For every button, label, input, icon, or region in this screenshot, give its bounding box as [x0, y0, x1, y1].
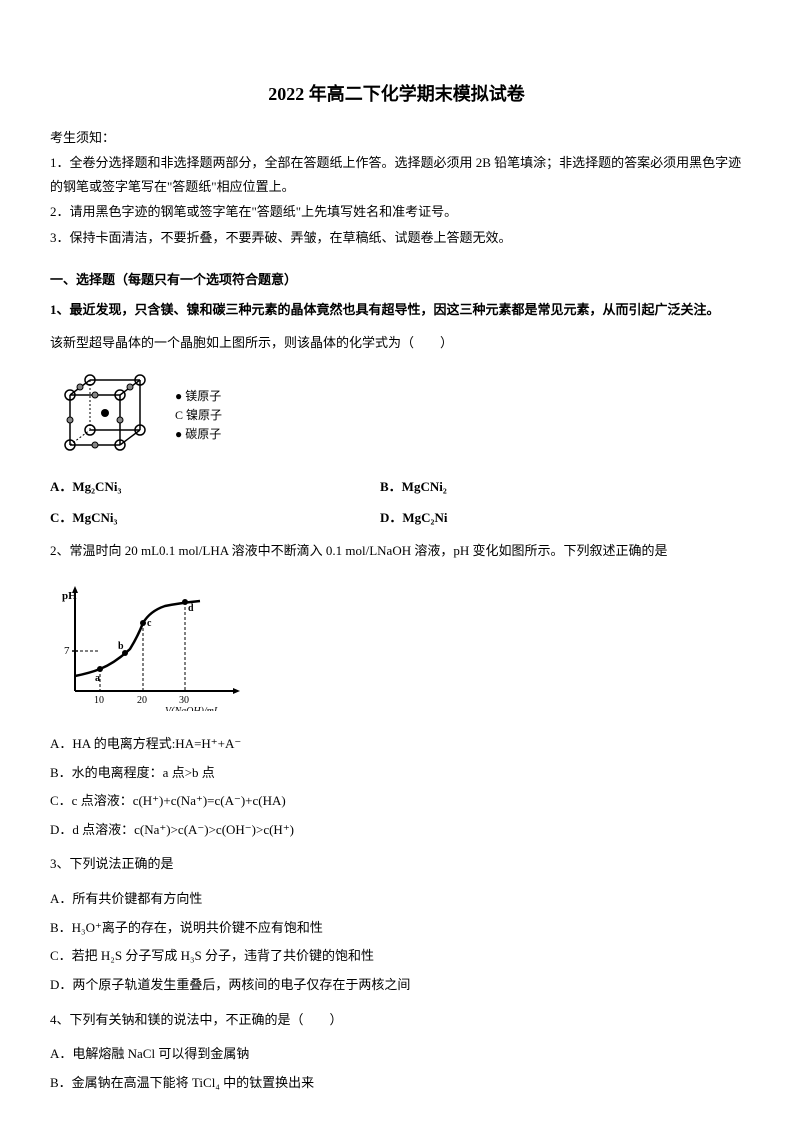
q4-optB: B．金属钠在高温下能将 TiCl₄ 中的钛置换出来	[50, 1069, 743, 1098]
q1-legend: ● 镁原子 C 镍原子 ● 碳原子	[175, 387, 222, 445]
q2-optB: B．水的电离程度：a 点>b 点	[50, 759, 743, 788]
q2-optC: C．c 点溶液：c(H⁺)+c(Na⁺)=c(A⁻)+c(HA)	[50, 787, 743, 816]
q1-optC: C．MgCNi₃	[50, 506, 380, 531]
q3-optC: C．若把 H₂S 分子写成 H₃S 分子，违背了共价键的饱和性	[50, 942, 743, 971]
q1-diagram-row: ● 镁原子 C 镍原子 ● 碳原子	[50, 365, 743, 465]
legend-c: ● 碳原子	[175, 425, 222, 444]
q2-text: 2、常温时向 20 mL0.1 mol/LHA 溶液中不断滴入 0.1 mol/…	[50, 539, 743, 564]
instructions-header: 考生须知：	[50, 126, 743, 149]
instruction-line-1: 1．全卷分选择题和非选择题两部分，全部在答题纸上作答。选择题必须用 2B 铅笔填…	[50, 151, 743, 198]
legend-mg: ● 镁原子	[175, 387, 222, 406]
crystal-cube-diagram	[50, 365, 160, 465]
question-2: 2、常温时向 20 mL0.1 mol/LHA 溶液中不断滴入 0.1 mol/…	[50, 539, 743, 845]
page-title: 2022 年高二下化学期末模拟试卷	[50, 80, 743, 106]
q3-text: 3、下列说法正确的是	[50, 852, 743, 877]
svg-text:20: 20	[137, 695, 147, 706]
q1-optA: A．Mg₂CNi₃	[50, 475, 380, 500]
question-4: 4、下列有关钠和镁的说法中，不正确的是（ ） A．电解熔融 NaCl 可以得到金…	[50, 1008, 743, 1098]
instruction-line-3: 3．保持卡面清洁，不要折叠，不要弄破、弄皱，在草稿纸、试题卷上答题无效。	[50, 226, 743, 249]
svg-text:30: 30	[179, 695, 189, 706]
q1-text: 1、最近发现，只含镁、镍和碳三种元素的晶体竟然也具有超导性，因这三种元素都是常见…	[50, 298, 743, 323]
section-title: 一、选择题（每题只有一个选项符合题意）	[50, 269, 743, 288]
q1-text2: 该新型超导晶体的一个晶胞如上图所示，则该晶体的化学式为（ ）	[50, 331, 743, 356]
legend-ni: C 镍原子	[175, 406, 222, 425]
svg-text:d: d	[188, 603, 194, 614]
instruction-line-2: 2．请用黑色字迹的钢笔或签字笔在"答题纸"上先填写姓名和准考证号。	[50, 200, 743, 223]
svg-text:pH: pH	[62, 590, 77, 602]
q3-options: A．所有共价键都有方向性 B．H₃O⁺离子的存在，说明共价键不应有饱和性 C．若…	[50, 885, 743, 999]
svg-text:a: a	[95, 673, 100, 684]
q1-options-row1: A．Mg₂CNi₃ B．MgCNi₂	[50, 475, 743, 500]
svg-text:V(NaOH)/mL: V(NaOH)/mL	[165, 706, 220, 711]
q3-optA: A．所有共价键都有方向性	[50, 885, 743, 914]
q1-optB: B．MgCNi₂	[380, 475, 447, 500]
question-3: 3、下列说法正确的是 A．所有共价键都有方向性 B．H₃O⁺离子的存在，说明共价…	[50, 852, 743, 999]
q2-optD: D．d 点溶液：c(Na⁺)>c(A⁻)>c(OH⁻)>c(H⁺)	[50, 816, 743, 845]
svg-text:b: b	[118, 641, 124, 652]
q1-optD: D．MgC₂Ni	[380, 506, 447, 531]
question-1: 1、最近发现，只含镁、镍和碳三种元素的晶体竟然也具有超导性，因这三种元素都是常见…	[50, 298, 743, 531]
svg-text:7: 7	[64, 645, 70, 657]
svg-text:c: c	[147, 618, 152, 629]
q2-options: A．HA 的电离方程式:HA=H⁺+A⁻ B．水的电离程度：a 点>b 点 C．…	[50, 730, 743, 844]
q4-optA: A．电解熔融 NaCl 可以得到金属钠	[50, 1040, 743, 1069]
q4-text: 4、下列有关钠和镁的说法中，不正确的是（ ）	[50, 1008, 743, 1033]
svg-text:10: 10	[94, 695, 104, 706]
ph-curve-graph: pH 7 a b c d 10 20 30 V(NaOH)/mL	[50, 581, 250, 711]
q3-optB: B．H₃O⁺离子的存在，说明共价键不应有饱和性	[50, 914, 743, 943]
q4-options: A．电解熔融 NaCl 可以得到金属钠 B．金属钠在高温下能将 TiCl₄ 中的…	[50, 1040, 743, 1097]
q1-options-row2: C．MgCNi₃ D．MgC₂Ni	[50, 506, 743, 531]
q3-optD: D．两个原子轨道发生重叠后，两核间的电子仅存在于两核之间	[50, 971, 743, 1000]
instructions-block: 考生须知： 1．全卷分选择题和非选择题两部分，全部在答题纸上作答。选择题必须用 …	[50, 126, 743, 249]
q2-optA: A．HA 的电离方程式:HA=H⁺+A⁻	[50, 730, 743, 759]
